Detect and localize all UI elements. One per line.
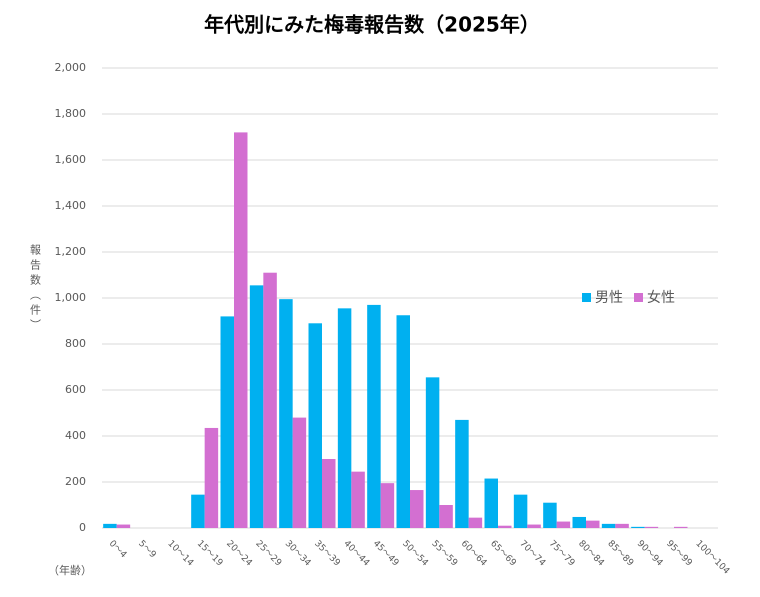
y-tick-label: 1,600 [55, 153, 87, 166]
bar [410, 490, 424, 528]
y-tick-label: 600 [65, 383, 86, 396]
bar [455, 419, 469, 528]
bar [263, 272, 277, 528]
x-tick-label: 70〜74 [517, 539, 547, 569]
bar [204, 427, 219, 528]
bar [674, 526, 688, 528]
bar [527, 524, 541, 528]
bar [279, 299, 293, 528]
y-tick-label: 800 [65, 337, 86, 350]
bar [543, 502, 557, 528]
x-tick-label: 5〜9 [136, 539, 158, 561]
y-axis-label: 報告数（件） [29, 244, 42, 334]
bar [586, 520, 600, 528]
bar [644, 526, 659, 528]
x-tick-label: 10〜14 [165, 539, 195, 569]
bar [631, 526, 645, 528]
legend-swatch [582, 293, 591, 302]
bar [337, 308, 352, 528]
bar [425, 377, 440, 528]
y-tick-label: 2,000 [55, 61, 87, 74]
bar [234, 132, 248, 528]
bar [498, 525, 512, 528]
bar [513, 494, 528, 528]
x-tick-label: 85〜89 [605, 539, 635, 569]
bar [249, 285, 264, 528]
x-tick-label: 75〜79 [547, 539, 577, 569]
bar [615, 523, 629, 528]
x-tick-label: 45〜49 [371, 539, 401, 569]
y-tick-label: 1,200 [55, 245, 87, 258]
x-tick-label: 95〜99 [664, 539, 694, 569]
x-tick-label: 40〜44 [341, 539, 371, 569]
x-tick-label: 30〜34 [283, 539, 313, 569]
bar [292, 417, 307, 528]
bar [484, 478, 498, 528]
x-tick-label: 90〜94 [635, 539, 665, 569]
x-tick-label: 0〜4 [107, 539, 129, 561]
x-tick-label: 65〜69 [488, 539, 518, 569]
x-tick-label: 50〜54 [400, 539, 430, 569]
x-tick-label: 20〜24 [224, 539, 254, 569]
bar [220, 316, 234, 528]
y-tick-label: 1,400 [55, 199, 87, 212]
y-tick-label: 0 [79, 521, 86, 534]
x-axis-label: （年齢） [48, 563, 92, 577]
y-tick-label: 1,800 [55, 107, 87, 120]
bar [601, 523, 616, 528]
x-tick-label: 15〜19 [195, 539, 225, 569]
legend-swatch [634, 293, 643, 302]
bar [116, 524, 131, 528]
bar [439, 505, 453, 528]
y-tick-label: 1,000 [55, 291, 87, 304]
bar [468, 517, 483, 528]
bar [380, 483, 395, 528]
bar [322, 459, 336, 528]
bar [396, 315, 410, 528]
bar [572, 516, 586, 528]
x-tick-label: 100〜104 [693, 539, 731, 577]
x-tick-label: 25〜29 [253, 539, 283, 569]
bar [308, 323, 322, 528]
legend-label: 女性 [647, 289, 675, 306]
bar [351, 471, 365, 528]
x-tick-label: 60〜64 [459, 539, 489, 569]
bar [367, 304, 381, 528]
chart-title: 年代別にみた梅毒報告数（2025年） [204, 13, 540, 37]
x-tick-label: 35〜39 [312, 539, 342, 569]
y-tick-label: 400 [65, 429, 86, 442]
bar [191, 494, 205, 528]
legend-label: 男性 [595, 290, 623, 306]
x-tick-label: 55〜59 [429, 539, 459, 569]
y-tick-label: 200 [65, 475, 86, 488]
bar [556, 521, 571, 528]
bar [103, 523, 117, 528]
x-tick-label: 80〜84 [576, 539, 606, 569]
